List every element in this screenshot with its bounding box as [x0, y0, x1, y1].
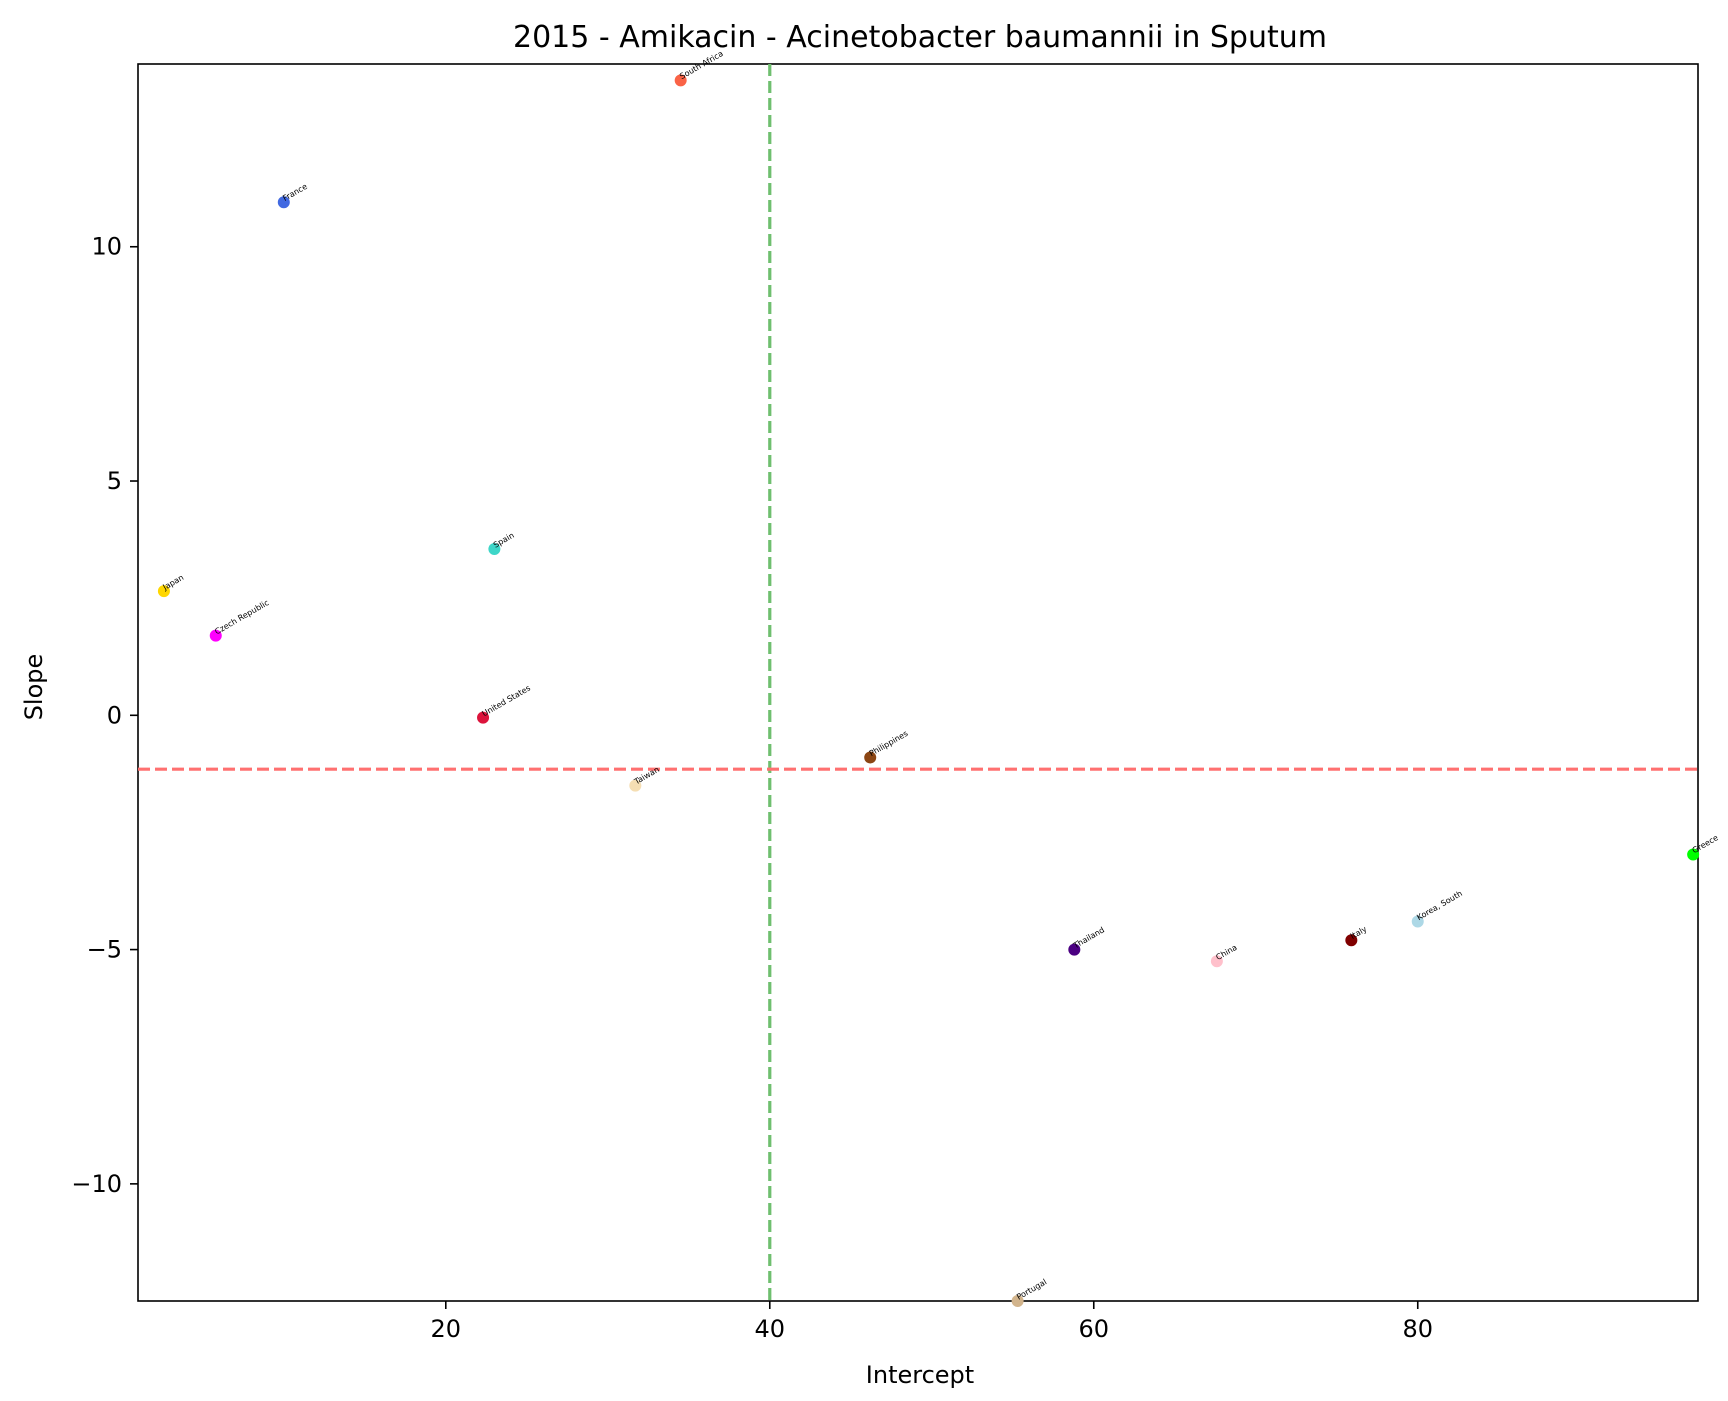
chart-title: 2015 - Amikacin - Acinetobacter baumanni… [513, 20, 1327, 55]
y-tick-label: 10 [91, 233, 122, 261]
data-point [864, 751, 877, 764]
data-point [1210, 955, 1223, 968]
data-point [1687, 848, 1700, 861]
data-point [1345, 934, 1358, 947]
plot-frame [137, 63, 1699, 1302]
x-tick-label: 20 [431, 1315, 462, 1343]
y-axis-label: Slope [20, 654, 48, 721]
reference-lines [138, 64, 1698, 1301]
y-tick-label: 0 [107, 701, 122, 729]
data-point [1068, 943, 1081, 956]
data-point [629, 779, 642, 792]
data-point [157, 585, 170, 598]
data-point [477, 711, 490, 724]
data-point [209, 629, 222, 642]
y-tick-label: 5 [107, 467, 122, 495]
data-point [1011, 1295, 1024, 1307]
y-axis-ticks: −10 −5 0 5 10 [71, 233, 138, 1198]
data-point [488, 542, 501, 555]
y-tick-label: −10 [71, 1170, 122, 1198]
x-tick-label: 40 [755, 1315, 786, 1343]
data-point [1411, 915, 1424, 928]
x-axis-label: Intercept [866, 1361, 974, 1389]
data-point [674, 74, 687, 87]
x-tick-label: 80 [1402, 1315, 1433, 1343]
x-tick-label: 60 [1078, 1315, 1109, 1343]
plot-area [137, 63, 1699, 1302]
y-tick-label: −5 [87, 936, 122, 964]
x-axis-ticks: 20 40 60 80 [431, 1301, 1433, 1343]
data-point [277, 196, 290, 209]
